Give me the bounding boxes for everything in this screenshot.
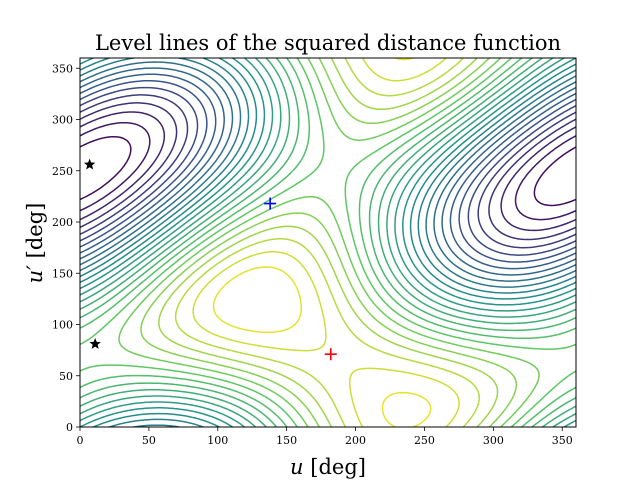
marker-star-2 [89, 337, 101, 349]
contour-level [80, 67, 576, 276]
contour-level [80, 58, 576, 427]
contour-level [118, 58, 540, 427]
x-tick-label: 250 [414, 434, 435, 447]
chart-markers [83, 158, 337, 361]
contour-lines [80, 58, 576, 427]
x-axis-label: u [deg] [290, 455, 366, 479]
marker-blue-plus [264, 197, 277, 210]
chart-title: Level lines of the squared distance func… [95, 31, 561, 55]
contour-level [140, 58, 518, 427]
x-tick-label: 200 [345, 434, 366, 447]
y-tick-label: 250 [52, 165, 73, 178]
contour-level [80, 121, 576, 221]
y-tick-label: 100 [52, 319, 73, 332]
x-axis-label-var: u [290, 455, 304, 479]
contour-level [80, 58, 576, 427]
x-tick-label: 150 [276, 434, 297, 447]
y-tick-label: 200 [52, 216, 73, 229]
contour-level [80, 61, 576, 282]
contour-level [80, 58, 576, 427]
y-tick-label: 0 [66, 421, 73, 434]
plot-frame [79, 57, 577, 428]
contour-level [80, 58, 576, 427]
contour-level [80, 135, 576, 207]
y-tick-label: 300 [52, 114, 73, 127]
x-tick-label: 300 [483, 434, 504, 447]
contour-level [212, 58, 432, 427]
y-axis-label-unit: [deg] [23, 203, 47, 259]
contour-level [80, 58, 576, 427]
y-tick-label: 350 [52, 62, 73, 75]
contour-level [80, 58, 576, 427]
x-tick-label: 0 [77, 434, 84, 447]
contour-level [80, 86, 576, 256]
marker-red-plus [324, 348, 337, 361]
y-tick-label: 150 [52, 267, 73, 280]
x-axis-label-unit: [deg] [310, 455, 366, 479]
contour-level [158, 58, 499, 427]
x-axis-ticks: 0 50 100 150 200 250 300 350 [77, 427, 573, 447]
y-axis-label-var: u′ [23, 265, 47, 284]
contour-level [80, 79, 576, 263]
marker-star-1 [83, 158, 96, 170]
contour-level [80, 58, 576, 427]
contour-level [80, 73, 576, 270]
contour-level [80, 94, 576, 249]
contour-level [80, 102, 576, 241]
y-axis-ticks: 0 50 100 150 200 250 300 350 [52, 62, 80, 434]
y-axis-label: u′ [deg] [23, 203, 47, 284]
x-tick-label: 50 [142, 434, 156, 447]
y-tick-label: 50 [59, 370, 73, 383]
contour-level [192, 58, 460, 427]
contour-level [80, 111, 576, 232]
x-tick-label: 100 [207, 434, 228, 447]
x-tick-label: 350 [552, 434, 573, 447]
contour-level [174, 58, 480, 427]
contour-level [80, 58, 576, 427]
